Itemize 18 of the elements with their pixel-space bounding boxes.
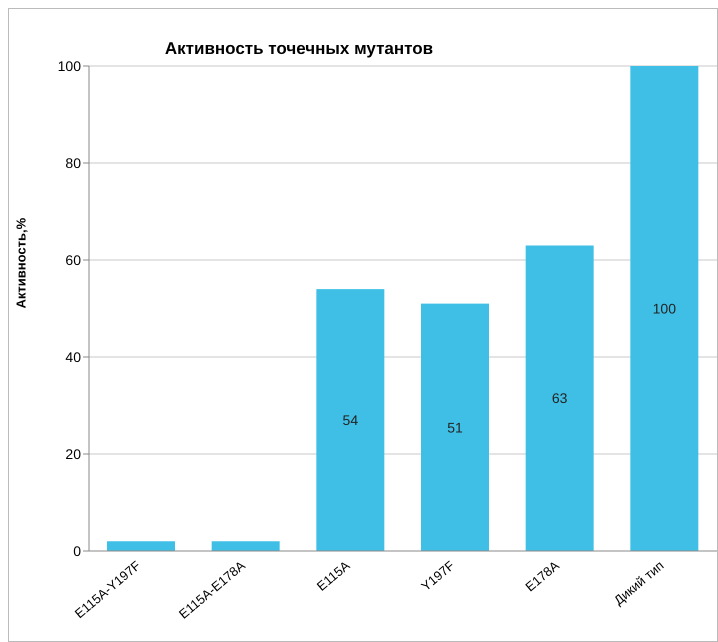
- y-tick-label: 40: [65, 348, 82, 365]
- y-tick-label: 100: [58, 58, 82, 74]
- bar: [526, 245, 594, 551]
- bar: [316, 289, 384, 551]
- data-label: 100: [652, 300, 676, 316]
- data-label: 54: [342, 412, 358, 428]
- bar: [421, 304, 489, 551]
- y-tick-label: 60: [65, 252, 82, 268]
- y-tick-label: 20: [65, 446, 82, 462]
- y-axis-title: Активность,%: [14, 217, 29, 308]
- y-tick-label: 80: [65, 154, 82, 171]
- bar: [107, 541, 175, 551]
- data-label: 51: [447, 419, 463, 436]
- data-label: 63: [552, 390, 568, 406]
- y-tick-label: 0: [73, 542, 82, 559]
- bar: [630, 66, 698, 551]
- chart-title: Активность точечных мутантов: [164, 39, 434, 59]
- bar: [212, 541, 280, 551]
